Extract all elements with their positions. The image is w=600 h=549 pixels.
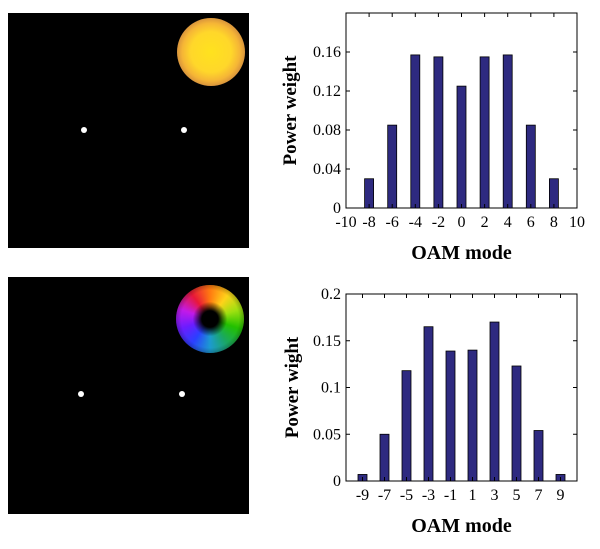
x-tick-label: -7 (378, 487, 391, 504)
x-tick-label: 7 (535, 487, 543, 504)
x-tick-label: -8 (362, 214, 375, 231)
bar-mode-3 (489, 321, 500, 482)
bar-mode--7 (379, 433, 390, 482)
y-tick-label: 0.05 (313, 426, 341, 443)
x-tick-label: 3 (491, 487, 499, 504)
x-tick-label: 8 (550, 214, 558, 231)
x-tick-label: -1 (444, 487, 457, 504)
vortex-beam-phase-ring (176, 285, 244, 353)
y-tick-label: 0.08 (313, 122, 341, 139)
x-tick-label: 4 (504, 214, 512, 231)
bar-mode--1 (445, 350, 456, 482)
x-tick-label: 10 (569, 214, 585, 231)
x-tick-label: 6 (527, 214, 535, 231)
gaussian-beam-spot (177, 18, 245, 86)
y-tick-label: 0.12 (313, 83, 341, 100)
x-tick-label: -3 (422, 487, 435, 504)
bar-mode--3 (423, 326, 434, 482)
x-axis-label: OAM mode (411, 515, 512, 537)
beam-image-bottom (8, 277, 249, 514)
x-tick-label: 5 (513, 487, 521, 504)
bar-mode--5 (401, 370, 412, 482)
x-tick-label: -6 (386, 214, 399, 231)
bar-mode-5 (511, 365, 522, 482)
spot-marker-left (81, 127, 87, 133)
y-tick-label: 0 (333, 473, 341, 490)
y-axis-label: Power wight (282, 336, 303, 438)
y-tick-label: 0.16 (313, 44, 341, 61)
y-tick-label: 0.15 (313, 333, 341, 350)
x-axis-label: OAM mode (411, 242, 512, 264)
x-tick-label: -2 (432, 214, 445, 231)
spot-marker-right (179, 391, 185, 397)
x-tick-label: 0 (458, 214, 466, 231)
x-tick-label: 2 (481, 214, 489, 231)
beam-image-top (8, 13, 249, 248)
y-axis-label: Power weight (280, 55, 301, 166)
x-tick-label: -4 (409, 214, 422, 231)
spot-marker-right (181, 127, 187, 133)
y-tick-label: 0.1 (321, 380, 341, 397)
spot-marker-left (78, 391, 84, 397)
bar-mode-1 (467, 349, 478, 482)
x-tick-label: -9 (356, 487, 369, 504)
x-tick-label: -10 (335, 214, 356, 231)
y-tick-label: 0.04 (313, 161, 341, 178)
x-tick-label: 1 (469, 487, 477, 504)
bar-mode-7 (533, 430, 544, 482)
y-tick-label: 0 (333, 200, 341, 217)
y-tick-label: 0.2 (321, 286, 341, 303)
x-tick-label: 9 (557, 487, 565, 504)
x-tick-label: -5 (400, 487, 413, 504)
